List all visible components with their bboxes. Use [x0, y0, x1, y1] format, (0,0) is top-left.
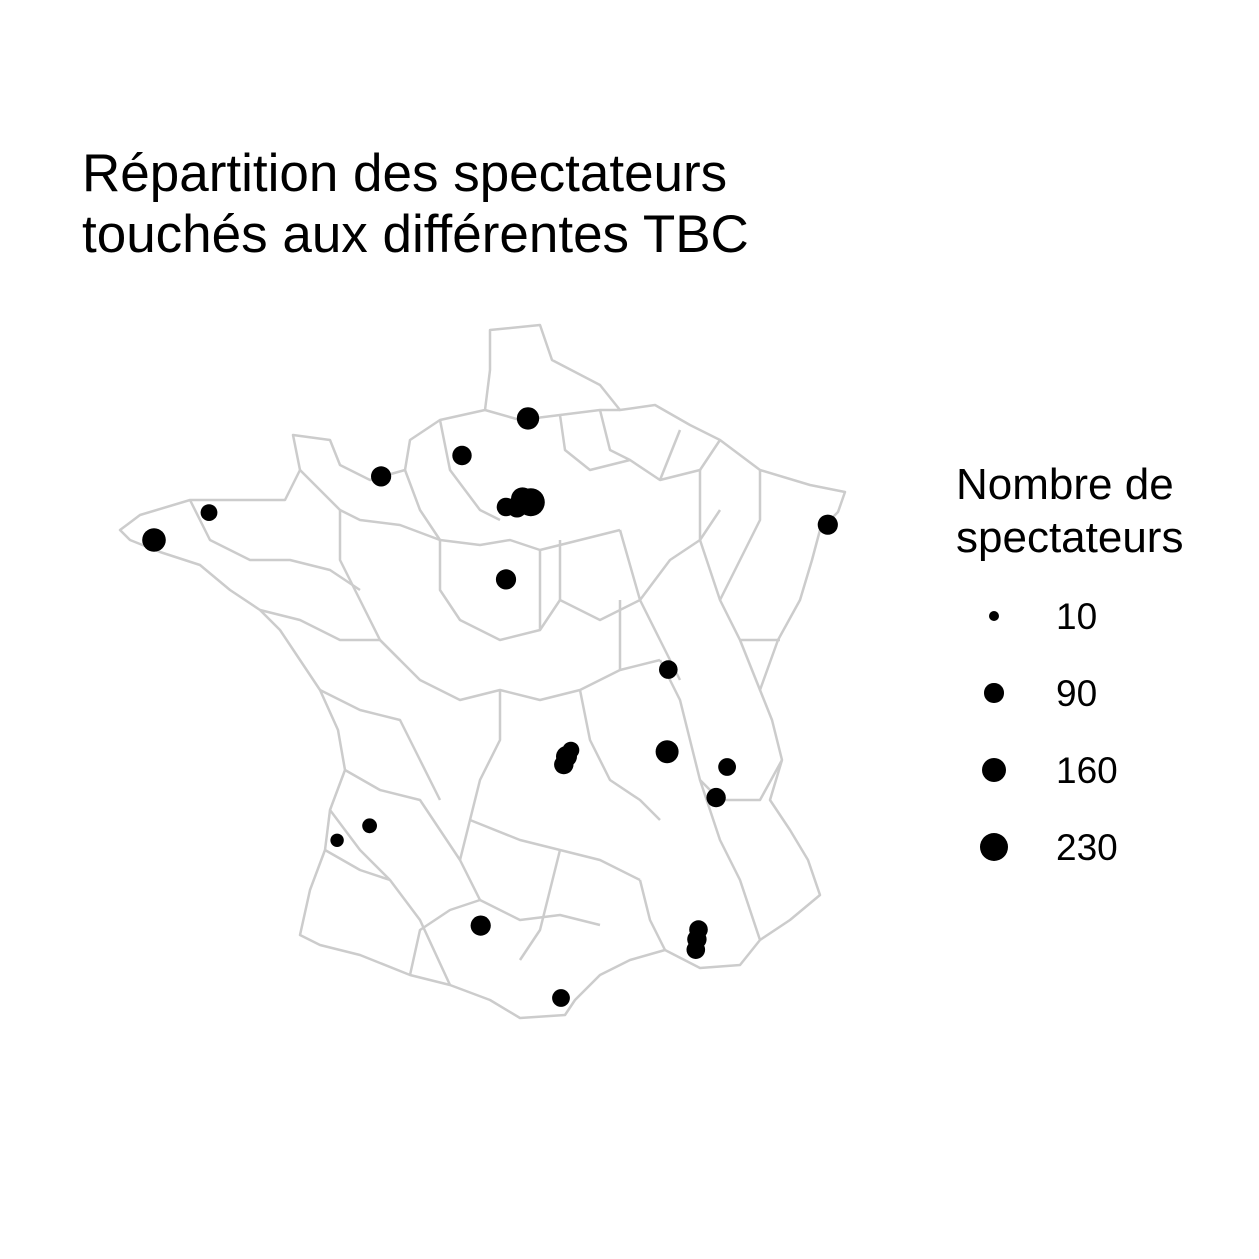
spectator-point: [706, 787, 726, 808]
department-boundary: [718, 470, 762, 601]
spectator-point: [142, 528, 166, 552]
legend-key: [956, 578, 1032, 654]
spectator-point: [686, 940, 706, 959]
department-boundary: [658, 659, 721, 801]
legend-item: 10: [956, 578, 1236, 654]
spectator-point: [718, 758, 736, 776]
spectator-point: [552, 989, 570, 1007]
chart-title: Répartition des spectateurs touchés aux …: [82, 144, 749, 264]
department-boundary: [403, 469, 621, 552]
department-boundary: [479, 898, 601, 927]
legend-dot: [980, 833, 1008, 861]
department-boundary: [638, 879, 667, 951]
department-boundary: [458, 690, 502, 861]
legend-label: 160: [1056, 750, 1118, 791]
department-boundaries: [118, 323, 847, 1020]
department-boundary: [338, 510, 401, 661]
spectator-point: [516, 488, 545, 517]
legend-key: [956, 655, 1032, 731]
legend-label: 10: [1056, 596, 1098, 637]
legend-label: 90: [1056, 673, 1098, 714]
department-boundary: [379, 639, 661, 702]
department-boundary: [329, 809, 452, 986]
department-boundary: [558, 509, 722, 622]
spectator-point: [362, 818, 377, 834]
department-boundary: [438, 540, 562, 642]
legend-dot: [984, 683, 1004, 703]
department-boundary: [618, 529, 682, 681]
department-boundary: [518, 849, 562, 961]
department-boundary: [319, 688, 442, 801]
department-boundary: [558, 414, 722, 482]
department-boundary: [408, 898, 481, 976]
spectator-point: [452, 445, 472, 466]
spectator-point: [330, 833, 344, 847]
department-boundary: [299, 469, 441, 542]
legend-dot: [981, 757, 1007, 783]
spectator-point: [817, 514, 838, 535]
size-legend: Nombre de spectateurs 10 90 160 230: [956, 458, 1246, 868]
department-boundary: [324, 848, 391, 882]
legend-dot: [989, 611, 999, 621]
spectator-point: [655, 740, 679, 764]
legend-item: 90: [956, 655, 1236, 731]
legend-title: Nombre de spectateurs: [956, 460, 1184, 562]
legend-label: 230: [1056, 827, 1118, 868]
department-boundary: [578, 689, 661, 821]
legend-item: 160: [956, 732, 1236, 808]
spectator-point: [516, 407, 540, 430]
spectator-point: [495, 569, 517, 590]
department-boundary: [658, 429, 682, 481]
legend-item: 230: [956, 809, 1236, 885]
legend-key: [956, 732, 1032, 808]
department-boundary: [344, 768, 482, 901]
department-boundary: [598, 409, 631, 462]
spectator-point: [200, 504, 218, 521]
spectator-point: [554, 754, 574, 775]
department-boundary: [188, 499, 361, 592]
department-boundary: [259, 608, 380, 642]
spectator-point: [470, 915, 491, 936]
department-boundary: [438, 419, 501, 522]
department-boundary: [720, 759, 784, 802]
country-outline: [118, 323, 847, 1020]
spectator-points: [142, 407, 838, 1007]
department-boundary: [698, 779, 762, 941]
spectator-point: [659, 660, 678, 679]
spectator-point: [371, 466, 392, 487]
legend-key: [956, 809, 1032, 885]
